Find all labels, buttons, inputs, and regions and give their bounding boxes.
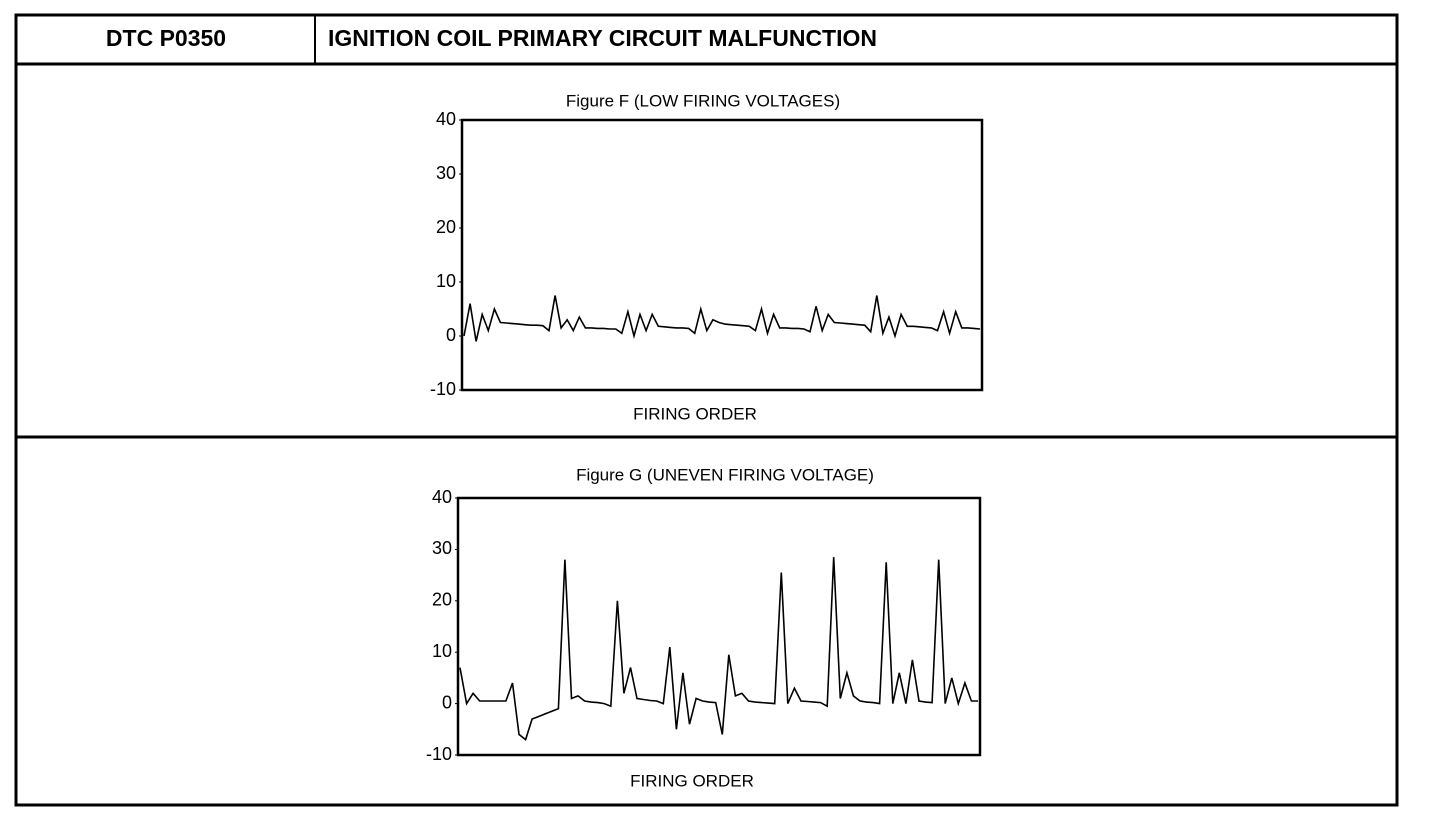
plot-frame bbox=[456, 496, 982, 757]
y-tick-label: 20 bbox=[436, 217, 456, 237]
waveform bbox=[463, 295, 981, 342]
y-tick-label: 10 bbox=[432, 641, 452, 661]
x-axis-label: FIRING ORDER bbox=[633, 404, 757, 423]
y-tick-label: 30 bbox=[432, 538, 452, 558]
y-tick-label: 0 bbox=[446, 325, 456, 345]
chart-title: Figure G (UNEVEN FIRING VOLTAGE) bbox=[576, 465, 874, 484]
y-tick-label: 30 bbox=[436, 163, 456, 183]
y-tick-label: 40 bbox=[436, 109, 456, 129]
y-tick-label: 10 bbox=[436, 271, 456, 291]
chart-title: Figure F (LOW FIRING VOLTAGES) bbox=[566, 91, 840, 110]
y-tick-label: -10 bbox=[426, 744, 452, 764]
outer-border bbox=[14, 13, 1399, 807]
y-tick-label: 20 bbox=[432, 590, 452, 610]
y-tick-label: 0 bbox=[442, 692, 452, 712]
x-axis-label: FIRING ORDER bbox=[630, 771, 754, 790]
dtc-title: IGNITION COIL PRIMARY CIRCUIT MALFUNCTIO… bbox=[328, 25, 877, 51]
waveform bbox=[459, 557, 978, 741]
dtc-code: DTC P0350 bbox=[106, 25, 226, 51]
y-tick-label: 40 bbox=[432, 487, 452, 507]
y-tick-label: -10 bbox=[430, 379, 456, 399]
plot-frame bbox=[460, 118, 984, 392]
